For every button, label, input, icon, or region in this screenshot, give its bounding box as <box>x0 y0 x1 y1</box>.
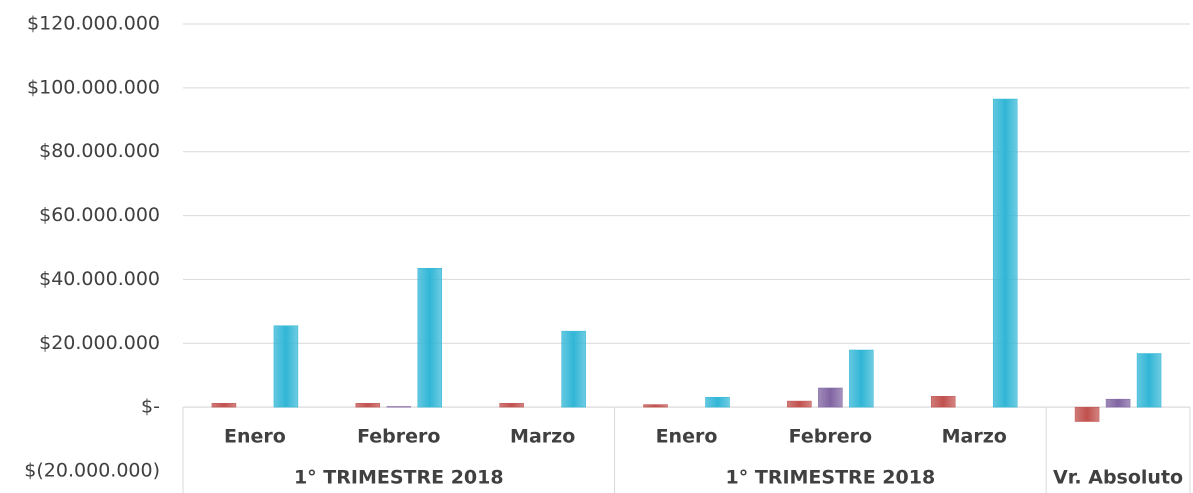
y-tick-label: $80.000.000 <box>39 140 160 162</box>
bar <box>992 98 1018 408</box>
bar <box>1074 406 1100 422</box>
bar <box>211 403 237 408</box>
x-tick-label: Enero <box>656 426 718 448</box>
bar <box>643 404 668 408</box>
x-tick-label: Febrero <box>357 426 440 448</box>
x-tick-label: Marzo <box>510 426 575 448</box>
bar <box>818 387 843 408</box>
x-tick-label: Enero <box>224 426 286 448</box>
bar <box>273 325 299 408</box>
y-tick-label: $120.000.000 <box>27 13 160 35</box>
bar <box>849 349 874 408</box>
y-tick-label: $20.000.000 <box>39 332 160 354</box>
x-tick-label: Marzo <box>942 426 1007 448</box>
bar <box>930 396 956 408</box>
y-tick-label: $100.000.000 <box>27 76 160 98</box>
bar <box>561 330 586 408</box>
bar <box>417 268 443 408</box>
bar <box>355 403 381 408</box>
y-tick-label: $(20.000.000) <box>24 460 160 482</box>
bar <box>787 400 812 408</box>
group-label: 1° TRIMESTRE 2018 <box>726 467 936 489</box>
group-label: Vr. Absoluto <box>1053 467 1183 489</box>
y-tick-label: $40.000.000 <box>39 268 160 290</box>
y-tick-label: $- <box>141 396 160 418</box>
y-tick-label: $60.000.000 <box>39 204 160 226</box>
bar <box>1136 353 1162 408</box>
x-tick-label: Febrero <box>789 426 872 448</box>
bar <box>386 406 412 408</box>
bar <box>705 396 730 408</box>
group-label: 1° TRIMESTRE 2018 <box>294 467 504 489</box>
bar <box>499 403 524 408</box>
bar <box>1105 398 1131 408</box>
